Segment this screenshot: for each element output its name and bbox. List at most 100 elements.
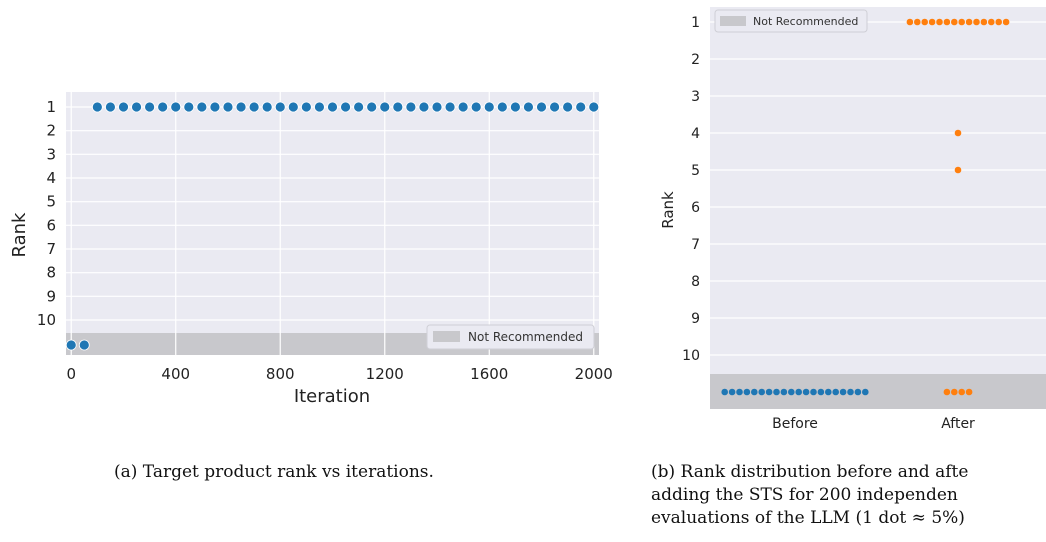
chart-a-point [248, 101, 260, 113]
chart-b-point [988, 18, 995, 26]
chart-b-y-tick-label: 8 [691, 274, 700, 290]
chart-b-point [954, 129, 962, 137]
chart-a-x-axis-label: Iteration [294, 386, 370, 407]
chart-b-legend: Not Recommended [714, 9, 868, 33]
chart-a-y-ticks: 1 2 3 4 5 6 7 8 9 10 [37, 98, 56, 329]
chart-a-point [392, 101, 404, 113]
chart-a-point [366, 101, 378, 113]
chart-a-point [222, 101, 234, 113]
chart-b-point [951, 18, 958, 26]
chart-b-point [721, 388, 728, 396]
chart-a-y-tick-label: 2 [46, 122, 56, 140]
chart-a-legend-box [426, 324, 595, 350]
chart-b-x-tick-label: After [941, 416, 975, 432]
chart-b-point [965, 18, 973, 26]
chart-a-legend: Not Recommended [426, 324, 595, 350]
chart-b-y-axis-label: Rank [659, 191, 677, 229]
chart-a-y-tick-label: 4 [46, 169, 56, 187]
chart-a-point [131, 101, 142, 113]
chart-a-point [183, 101, 195, 113]
chart-b-y-tick-label: 6 [691, 200, 700, 216]
chart-a-points [65, 101, 600, 351]
chart-a-point [91, 101, 103, 113]
chart-b-point [758, 388, 765, 396]
chart-b-point [936, 18, 943, 26]
chart-b-point [954, 166, 962, 174]
chart-a-point [353, 101, 365, 113]
chart-a-point [405, 101, 417, 113]
chart-b-point [810, 388, 817, 396]
chart-a-point [274, 101, 286, 113]
chart-b-point [751, 388, 758, 396]
chart-a-gridlines [66, 92, 599, 355]
chart-b-point [773, 388, 780, 396]
chart-a-point [431, 101, 443, 113]
chart-a-point [418, 101, 430, 113]
chart-b-point [995, 18, 1002, 26]
chart-a: 1 2 3 4 5 6 7 8 9 10 0 400 800 1200 1600 2000 Iteratio… [9, 92, 613, 407]
chart-a-point [588, 101, 600, 113]
chart-a-point [196, 101, 208, 113]
chart-b-legend-box [714, 9, 868, 33]
chart-b-point [854, 388, 862, 396]
chart-a-point [562, 101, 574, 113]
chart-b: 1 2 3 4 5 6 7 8 9 10 Before After Rank Not Recomme… [659, 7, 1046, 432]
chart-b-point [958, 388, 965, 396]
chart-a-y-tick-label: 7 [46, 240, 56, 258]
chart-b-point [802, 388, 810, 396]
chart-a-y-tick-label: 8 [46, 264, 56, 282]
chart-a-point [105, 101, 116, 113]
chart-a-point [157, 101, 169, 113]
chart-b-points [721, 18, 1010, 396]
chart-a-plot-area [66, 92, 599, 355]
caption-b-line-3: evaluations of the LLM (1 dot ≈ 5%) [651, 508, 965, 528]
chart-a-point [261, 101, 273, 113]
chart-a-point [327, 101, 338, 113]
chart-b-point [788, 388, 795, 396]
chart-b-point [780, 388, 788, 396]
chart-a-x-tick-label: 1200 [366, 365, 404, 383]
chart-b-point [765, 388, 773, 396]
chart-b-y-tick-label: 2 [691, 52, 700, 68]
chart-a-x-tick-label: 0 [66, 365, 76, 383]
chart-a-y-tick-label: 10 [37, 311, 56, 329]
chart-a-point [209, 101, 221, 113]
chart-a-y-tick-label: 1 [46, 98, 56, 116]
chart-b-y-tick-label: 3 [691, 89, 700, 105]
chart-a-point [536, 101, 547, 113]
chart-a-x-tick-label: 800 [266, 365, 295, 383]
chart-a-y-axis-label: Rank [9, 212, 30, 258]
chart-a-point [118, 101, 129, 113]
chart-b-legend-label: Not Recommended [753, 15, 858, 28]
chart-b-y-tick-label: 9 [691, 311, 700, 327]
chart-b-point [743, 388, 751, 396]
chart-b-point [928, 18, 936, 26]
chart-a-point [340, 101, 351, 113]
chart-a-point [300, 101, 312, 113]
chart-a-x-tick-label: 2000 [575, 365, 613, 383]
chart-b-y-tick-label: 5 [691, 163, 700, 179]
caption-b-line-2: adding the STS for 200 independen [651, 485, 958, 505]
chart-b-plot-area [710, 7, 1046, 409]
chart-b-x-tick-label: Before [772, 416, 818, 432]
chart-b-point [943, 18, 951, 26]
chart-b-point [795, 388, 802, 396]
chart-a-y-tick-label: 6 [46, 216, 56, 234]
chart-a-legend-label: Not Recommended [468, 330, 583, 344]
chart-a-point [509, 101, 521, 113]
chart-b-point [943, 388, 951, 396]
chart-b-point [921, 18, 928, 26]
chart-b-y-ticks: 1 2 3 4 5 6 7 8 9 10 [682, 15, 700, 364]
chart-b-point [965, 388, 973, 396]
chart-a-y-tick-label: 3 [46, 145, 56, 163]
chart-b-y-tick-label: 7 [691, 237, 700, 253]
chart-b-gridlines [710, 21, 1046, 356]
chart-a-point [314, 101, 325, 113]
chart-a-point [379, 101, 391, 113]
chart-b-point [817, 388, 825, 396]
chart-a-point [549, 101, 560, 113]
chart-b-point [914, 18, 921, 26]
chart-b-x-ticks: Before After [772, 416, 975, 432]
chart-a-y-tick-label: 9 [46, 287, 56, 305]
chart-a-x-tick-label: 400 [161, 365, 190, 383]
